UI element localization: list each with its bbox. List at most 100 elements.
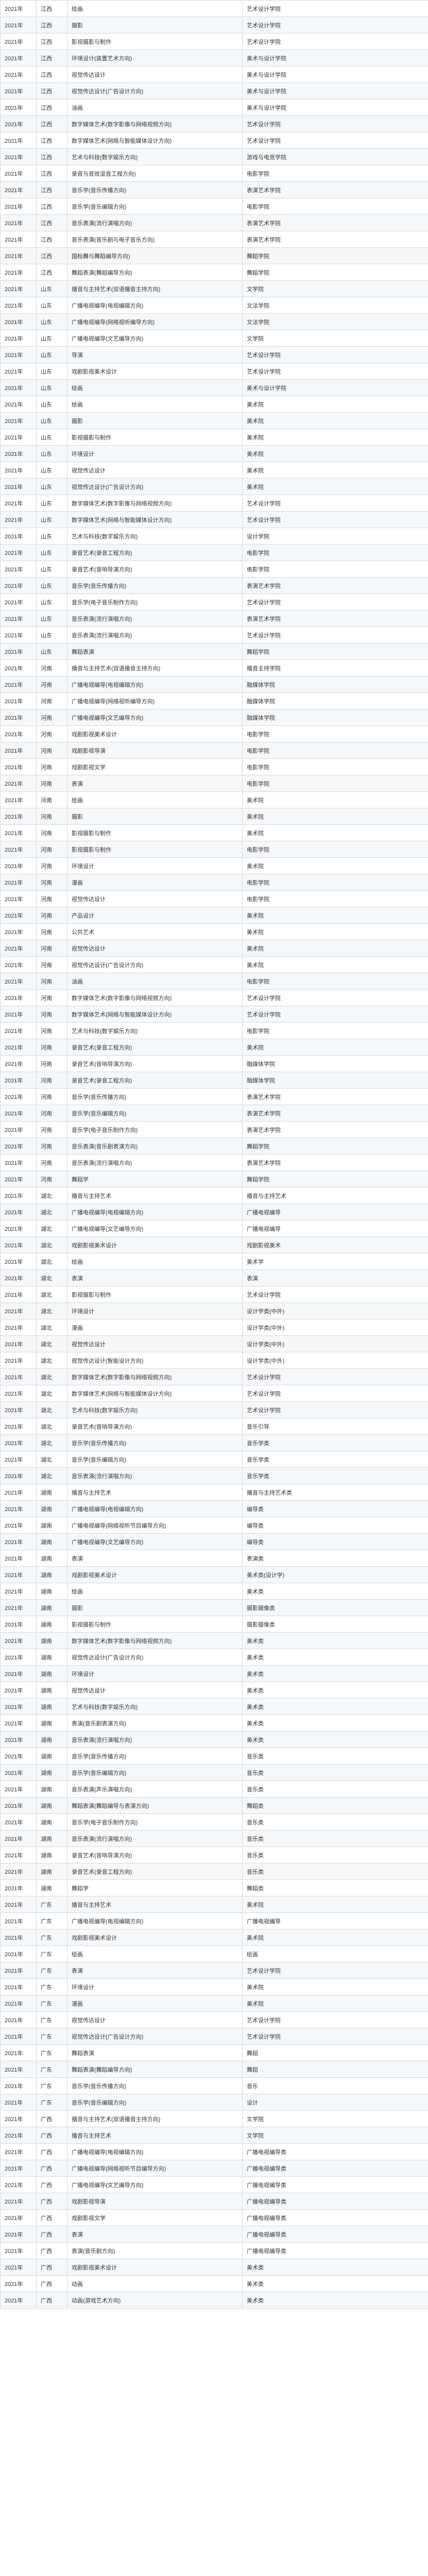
table-row: 2021年山东视觉传达设计(广告设计方向)美术院	[1, 479, 428, 495]
college-cell: 表演	[243, 1270, 428, 1286]
major-cell: 音乐表演(流行演唱方向)	[67, 1155, 243, 1171]
year-cell: 2021年	[1, 874, 37, 891]
major-cell: 录音艺术(录音工程方向)	[67, 1039, 243, 1056]
major-cell: 播音与主持艺术	[67, 1896, 243, 1913]
college-cell: 绘画	[243, 1946, 428, 1962]
year-cell: 2021年	[1, 132, 37, 149]
table-row: 2021年湖南绘画美术类	[1, 1583, 428, 1600]
college-cell: 广播电视编导类	[243, 2226, 428, 2243]
year-cell: 2021年	[1, 1831, 37, 1847]
major-cell: 录音与音效混音工程方向)	[67, 165, 243, 182]
province-cell: 山东	[37, 512, 67, 528]
major-cell: 漫画	[67, 874, 243, 891]
province-cell: 湖北	[37, 1402, 67, 1418]
college-cell: 美术与设计学院	[243, 99, 428, 116]
year-cell: 2021年	[1, 1402, 37, 1418]
table-row: 2021年湖北广播电视编导(电视编辑方向)广播电视编导	[1, 1204, 428, 1221]
table-row: 2021年河南艺术与科技(数字娱乐方向)电影学院	[1, 1023, 428, 1039]
year-cell: 2021年	[1, 1913, 37, 1929]
table-row: 2021年湖南舞蹈表演(舞蹈编导与表演方向)舞蹈类	[1, 1798, 428, 1814]
table-row: 2021年山东音乐表演(流行演唱方向)艺术设计学院	[1, 627, 428, 643]
year-cell: 2021年	[1, 1023, 37, 1039]
table-row: 2021年江西绘画艺术设计学院	[1, 1, 428, 17]
college-cell: 表演艺术学院	[243, 611, 428, 627]
year-cell: 2021年	[1, 1270, 37, 1286]
province-cell: 山东	[37, 446, 67, 462]
college-cell: 表演类	[243, 1550, 428, 1567]
college-cell: 播音与主持艺术	[243, 1188, 428, 1204]
table-row: 2021年湖南广播电视编导(电视编辑方向)编导类	[1, 1501, 428, 1517]
year-cell: 2021年	[1, 1385, 37, 1402]
major-cell: 视觉传达设计(智能设计方向)	[67, 1352, 243, 1369]
college-cell: 艺术设计学院	[243, 1385, 428, 1402]
college-cell: 电影学院	[243, 841, 428, 858]
college-cell: 艺术设计学院	[243, 33, 428, 50]
table-row: 2021年山东广播电视编导(网络视听编导方向)文法学院	[1, 314, 428, 330]
year-cell: 2021年	[1, 363, 37, 380]
year-cell: 2021年	[1, 1863, 37, 1880]
major-cell: 摄影	[67, 1600, 243, 1616]
college-cell: 美术类	[243, 1633, 428, 1649]
college-cell: 广播电视编导类	[243, 2243, 428, 2259]
table-row: 2021年湖南摄影摄影摄像类	[1, 1600, 428, 1616]
table-row: 2021年广东漫画美术院	[1, 1995, 428, 2012]
province-cell: 河南	[37, 940, 67, 957]
province-cell: 湖南	[37, 1715, 67, 1732]
college-cell: 美术院	[243, 940, 428, 957]
college-cell: 美术类	[243, 2259, 428, 2276]
college-cell: 美术院	[243, 924, 428, 940]
college-cell: 戏剧影视美术	[243, 1237, 428, 1253]
year-cell: 2021年	[1, 2243, 37, 2259]
year-cell: 2021年	[1, 643, 37, 660]
year-cell: 2021年	[1, 1336, 37, 1352]
province-cell: 山东	[37, 380, 67, 396]
college-cell: 文学院	[243, 2127, 428, 2144]
province-cell: 山东	[37, 330, 67, 347]
college-cell: 设计学类(中外)	[243, 1319, 428, 1336]
major-cell: 音乐学(音乐编辑方向)	[67, 1451, 243, 1468]
table-row: 2021年广东舞蹈表演(舞蹈编导方向)舞蹈	[1, 2061, 428, 2078]
table-row: 2021年江西舞蹈表演(舞蹈编导方向)舞蹈学院	[1, 264, 428, 281]
province-cell: 广西	[37, 2292, 67, 2309]
year-cell: 2021年	[1, 215, 37, 231]
province-cell: 湖北	[37, 1319, 67, 1336]
major-cell: 音乐表演(流行演唱方向)	[67, 215, 243, 231]
college-cell: 游戏与电竞学院	[243, 149, 428, 165]
major-cell: 漫画	[67, 1995, 243, 2012]
major-cell: 戏剧影视导演	[67, 2193, 243, 2210]
college-cell: 音乐	[243, 2078, 428, 2094]
year-cell: 2021年	[1, 429, 37, 446]
year-cell: 2021年	[1, 1616, 37, 1633]
table-row: 2021年河南录音艺术(录音工程方向)美术院	[1, 1039, 428, 1056]
major-cell: 广播电视编导(电视编辑方向)	[67, 297, 243, 314]
province-cell: 广东	[37, 1962, 67, 1979]
major-cell: 艺术与科技(数字娱乐方向)	[67, 1699, 243, 1715]
province-cell: 湖南	[37, 1699, 67, 1715]
province-cell: 广西	[37, 2111, 67, 2127]
province-cell: 广东	[37, 1913, 67, 1929]
year-cell: 2021年	[1, 17, 37, 33]
year-cell: 2021年	[1, 973, 37, 990]
year-cell: 2021年	[1, 182, 37, 198]
major-cell: 播音与主持艺术	[67, 1484, 243, 1501]
major-cell: 录音艺术(录音工程方向)	[67, 1863, 243, 1880]
province-cell: 广东	[37, 1979, 67, 1995]
table-row: 2021年江西国标舞与舞蹈编导方向)舞蹈学院	[1, 248, 428, 264]
year-cell: 2021年	[1, 198, 37, 215]
major-cell: 戏剧影视美术设计	[67, 1237, 243, 1253]
college-cell: 电影学院	[243, 891, 428, 907]
college-cell: 融媒体学院	[243, 1072, 428, 1089]
table-row: 2021年广东绘画绘画	[1, 1946, 428, 1962]
province-cell: 河南	[37, 858, 67, 874]
table-row: 2021年山东舞蹈表演舞蹈学院	[1, 643, 428, 660]
table-row: 2021年河南戏剧影视文学电影学院	[1, 759, 428, 775]
major-cell: 戏剧影视美术设计	[67, 2259, 243, 2276]
major-cell: 数字媒体艺术(网络与智能媒体设计方向)	[67, 512, 243, 528]
province-cell: 河南	[37, 1105, 67, 1122]
major-cell: 表演(音乐剧表演方向)	[67, 1715, 243, 1732]
year-cell: 2021年	[1, 2012, 37, 2028]
table-row: 2021年广东播音与主持艺术美术院	[1, 1896, 428, 1913]
major-cell: 艺术与科技(数字娱乐方向)	[67, 1402, 243, 1418]
major-cell: 环境设计	[67, 446, 243, 462]
table-row: 2021年山东摄影美术院	[1, 413, 428, 429]
